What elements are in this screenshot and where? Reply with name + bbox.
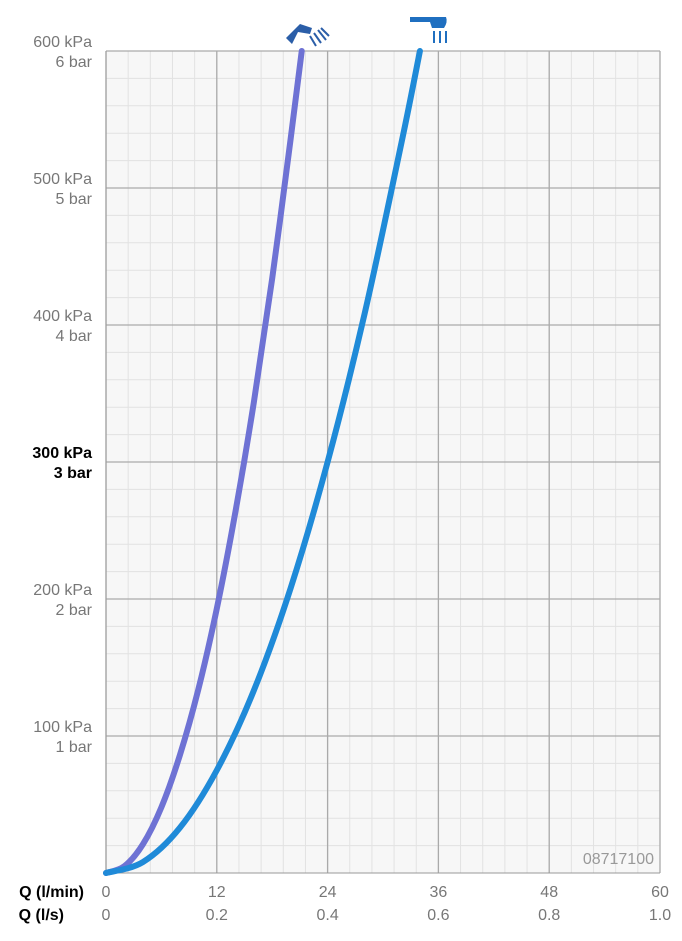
y-tick-label: 600 kPa — [33, 34, 92, 51]
code-label: 08717100 — [583, 851, 654, 868]
y-tick-label: 100 kPa — [33, 719, 92, 736]
y-tick-label: 500 kPa — [33, 171, 92, 188]
x2-tick-label: 0.4 — [316, 907, 338, 924]
curve — [103, 48, 423, 876]
x2-tick-label: 1.0 — [649, 907, 671, 924]
y-tick-label: 400 kPa — [33, 308, 92, 325]
x2-tick-label: 0.8 — [538, 907, 560, 924]
x2-tick-label: 0.2 — [206, 907, 228, 924]
x2-axis-label: Q (l/s) — [19, 907, 64, 924]
x-tick-label: 0 — [102, 884, 111, 901]
y-tick-label: 300 kPa — [32, 445, 92, 462]
y-bar-tick-label: 2 bar — [56, 602, 93, 619]
y-bar-tick-label: 5 bar — [56, 191, 93, 208]
marks — [103, 48, 423, 876]
x2-tick-label: 0 — [102, 907, 111, 924]
curve — [103, 48, 305, 876]
x-tick-label: 60 — [651, 884, 669, 901]
x-tick-label: 12 — [208, 884, 226, 901]
y-bar-tick-label: 4 bar — [56, 328, 93, 345]
x-tick-label: 24 — [319, 884, 337, 901]
y-bar-tick-label: 6 bar — [56, 54, 93, 71]
y-bar-tick-label: 3 bar — [54, 465, 92, 482]
x-axis-label: Q (l/min) — [19, 884, 84, 901]
y-tick-label: 200 kPa — [33, 582, 92, 599]
hand-shower-icon — [410, 17, 447, 43]
x2-tick-label: 0.6 — [427, 907, 449, 924]
x-tick-label: 36 — [430, 884, 448, 901]
shower-icon — [286, 24, 330, 47]
y-bar-tick-label: 1 bar — [56, 739, 93, 756]
x-tick-label: 48 — [540, 884, 558, 901]
